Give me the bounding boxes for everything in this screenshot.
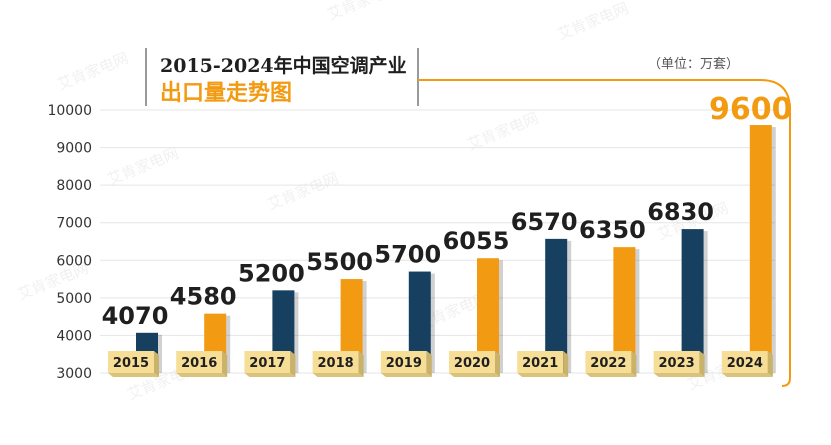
category-label-box-side <box>222 351 228 377</box>
x-tick-label: 2023 <box>659 356 695 371</box>
watermark-text: 艾肯家电网 <box>325 0 401 24</box>
category-label-box <box>176 351 223 373</box>
bar-side-facet <box>635 249 640 373</box>
x-axis-category-labels: 2015 2016 2017 2018 2019 2020 2021 2022 2023 2024 <box>108 351 773 377</box>
bar <box>545 238 568 373</box>
category-label-box <box>312 351 359 373</box>
category-label-box <box>449 351 495 373</box>
bar-side-facet <box>158 334 162 373</box>
chart-title-line2: 出口量走势图 <box>160 80 292 106</box>
category-label-box-bottom <box>380 373 432 377</box>
category-label-box <box>653 351 700 373</box>
category-label-box <box>380 351 427 373</box>
y-tick-label: 10000 <box>47 103 92 119</box>
x-tick-label: 2020 <box>454 356 490 371</box>
category-label-box <box>517 351 564 373</box>
bar-side-facet <box>567 240 572 373</box>
x-tick-label: 2024 <box>727 356 763 371</box>
unit-label: （单位：万套） <box>648 56 739 72</box>
watermark-text: 艾肯家电网 <box>555 0 631 44</box>
watermark-text: 艾肯家电网 <box>105 144 181 189</box>
y-tick-label: 3000 <box>56 366 92 382</box>
category-label-box-bottom <box>449 373 500 377</box>
category-label-box-side <box>154 351 159 377</box>
category-label-box <box>721 351 768 373</box>
category-label-box-side <box>563 351 569 377</box>
y-axis-tick-labels: 10000 9000 8000 7000 6000 5000 4000 3000 <box>47 103 92 382</box>
data-label: 6350 <box>579 216 646 244</box>
y-tick-label: 9000 <box>56 141 92 157</box>
data-label: 6570 <box>511 208 578 236</box>
bar-side-facet <box>499 260 503 373</box>
bar-side-facet <box>771 127 776 374</box>
x-tick-label: 2016 <box>181 356 217 371</box>
bar-side-facet <box>226 315 231 373</box>
category-label-box-bottom <box>108 373 159 377</box>
category-label-box-side <box>495 351 500 377</box>
watermark-text: 艾肯家电网 <box>465 109 541 154</box>
bar <box>681 229 704 373</box>
category-label-box <box>244 351 291 373</box>
bar <box>613 247 636 373</box>
category-label-box-bottom <box>312 373 364 377</box>
x-tick-label: 2019 <box>386 356 422 371</box>
y-tick-label: 6000 <box>56 253 92 269</box>
x-tick-label: 2018 <box>318 356 354 371</box>
y-tick-label: 8000 <box>56 178 92 194</box>
y-tick-label: 7000 <box>56 216 92 232</box>
chart-title-line1: 2015-2024年中国空调产业 <box>160 54 407 77</box>
category-label-box-side <box>426 351 432 377</box>
data-label: 5500 <box>306 248 373 276</box>
category-label-box-bottom <box>585 373 637 377</box>
bars <box>136 125 776 374</box>
bar-side-facet <box>362 281 367 373</box>
data-label: 9600 <box>709 92 793 127</box>
bar <box>477 258 499 373</box>
data-label: 5200 <box>238 259 305 287</box>
data-label: 4070 <box>102 302 169 330</box>
accent-bracket-line <box>418 79 791 387</box>
category-label-box-side <box>767 351 773 377</box>
bar-side-facet <box>294 292 299 373</box>
category-label-box-bottom <box>244 373 296 377</box>
y-tick-label: 4000 <box>56 328 92 344</box>
category-label-box-bottom <box>653 373 705 377</box>
bar <box>749 125 772 374</box>
y-tick-label: 5000 <box>56 291 92 307</box>
category-label-box-side <box>631 351 637 377</box>
watermark-text: 艾肯家电网 <box>55 49 131 94</box>
x-tick-label: 2021 <box>522 356 558 371</box>
category-label-box-bottom <box>721 373 773 377</box>
x-tick-label: 2022 <box>590 356 626 371</box>
x-tick-label: 2017 <box>249 356 285 371</box>
category-label-box <box>108 351 154 373</box>
bar <box>408 271 431 373</box>
bar-side-facet <box>430 273 435 373</box>
category-label-box-bottom <box>176 373 228 377</box>
category-label-box <box>585 351 632 373</box>
data-label: 6055 <box>443 227 510 255</box>
category-label-box-bottom <box>517 373 569 377</box>
x-tick-label: 2015 <box>113 356 149 371</box>
data-label: 4580 <box>170 283 237 311</box>
category-label-box-side <box>699 351 705 377</box>
category-label-box-side <box>290 351 296 377</box>
bar-side-facet <box>703 231 708 373</box>
data-label: 6830 <box>647 198 714 226</box>
bar <box>340 279 363 373</box>
category-label-box-side <box>358 351 364 377</box>
watermark-text: 艾肯家电网 <box>265 169 341 214</box>
data-label: 5700 <box>374 241 441 269</box>
